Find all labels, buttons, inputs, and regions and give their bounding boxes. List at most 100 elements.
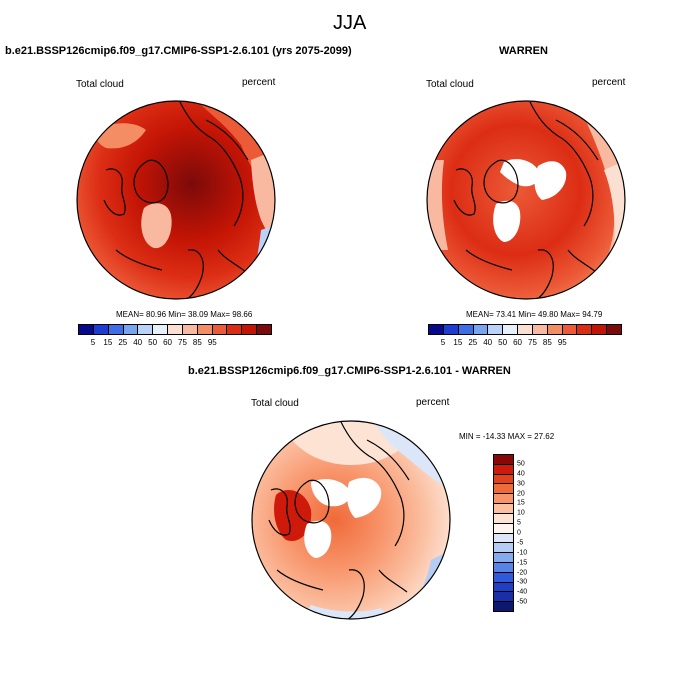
colorbar-swatch — [494, 484, 513, 495]
colorbar-swatch — [494, 455, 513, 465]
colorbar-tick-label: 95 — [557, 338, 567, 347]
colorbar-swatch — [494, 513, 513, 524]
colorbar-tick-label: 85 — [192, 338, 202, 347]
colorbar-tick-label: -10 — [517, 549, 528, 557]
panel1-colorbar — [78, 324, 272, 335]
panel2-missing-data-greenland — [493, 200, 521, 242]
colorbar-swatch — [577, 325, 593, 334]
colorbar-swatch — [547, 325, 563, 334]
panel2-polar-map — [426, 100, 626, 300]
colorbar-swatch — [592, 325, 608, 334]
colorbar-swatch — [494, 553, 513, 563]
panel1-units-label: percent — [242, 77, 276, 88]
colorbar-swatch — [108, 325, 124, 334]
panel3-units-label: percent — [416, 397, 450, 408]
panel3-polar-map — [251, 420, 451, 620]
colorbar-tick-label: 40 — [133, 338, 143, 347]
colorbar-tick-label: 95 — [207, 338, 217, 347]
colorbar-tick-label: 60 — [163, 338, 172, 347]
colorbar-tick-label: 30 — [517, 480, 525, 488]
colorbar-swatch — [473, 325, 489, 334]
panel1-map-border — [76, 100, 276, 300]
colorbar-tick-label: 20 — [517, 490, 525, 497]
panel3-variable-label: Total cloud — [251, 398, 299, 409]
panel1-field-nw-patch — [95, 123, 146, 149]
colorbar-swatch — [494, 474, 513, 485]
colorbar-tick-label: -15 — [517, 559, 528, 567]
panel2-title: WARREN — [499, 45, 548, 57]
colorbar-swatch — [494, 523, 513, 534]
colorbar-swatch — [607, 325, 621, 334]
panel2-stats: MEAN= 73.41 Min= 49.80 Max= 94.79 — [466, 310, 603, 319]
panel1-colorbar-labels: 5 15 25 40 50 60 75 85 95 — [78, 338, 272, 348]
colorbar-swatch — [562, 325, 578, 334]
colorbar-tick-label: 15 — [517, 499, 525, 507]
colorbar-tick-label: 85 — [542, 338, 552, 347]
colorbar-tick-label: 40 — [483, 338, 493, 347]
colorbar-tick-label: 50 — [517, 460, 525, 468]
colorbar-swatch — [168, 325, 183, 334]
panel1-title: b.e21.BSSP126cmip6.f09_g17.CMIP6-SSP1-2.… — [5, 45, 352, 57]
panel2-colorbar — [428, 324, 622, 335]
panel3-stats: MIN = -14.33 MAX = 27.62 — [459, 432, 555, 441]
colorbar-tick-label: -5 — [517, 539, 524, 547]
colorbar-swatch — [212, 325, 228, 334]
panel3-missing-data-ne — [347, 477, 382, 518]
panel3-title: b.e21.BSSP126cmip6.f09_g17.CMIP6-SSP1-2.… — [188, 365, 511, 377]
panel3-field-west-strong — [274, 490, 312, 541]
colorbar-tick-label: 25 — [468, 338, 478, 347]
colorbar-swatch — [153, 325, 169, 334]
panel1-stats: MEAN= 80.96 Min= 38.09 Max= 98.66 — [116, 310, 253, 319]
colorbar-swatch — [494, 562, 513, 573]
colorbar-swatch — [443, 325, 459, 334]
colorbar-swatch — [242, 325, 258, 334]
panel3-map-border — [251, 420, 451, 620]
colorbar-tick-label: -30 — [517, 578, 528, 586]
panel1-field-pale-patch — [141, 203, 172, 249]
colorbar-swatch — [503, 325, 519, 334]
panel3-missing-data-n — [311, 479, 350, 507]
colorbar-tick-label: 0 — [517, 529, 521, 537]
colorbar-swatch — [494, 572, 513, 583]
colorbar-tick-label: -40 — [517, 588, 528, 596]
colorbar-tick-label: 5 — [440, 338, 446, 347]
colorbar-tick-label: 25 — [118, 338, 128, 347]
colorbar-swatch — [488, 325, 504, 334]
panel3-coastlines — [268, 421, 410, 619]
panel1-variable-label: Total cloud — [76, 79, 124, 90]
panel2-units-label: percent — [592, 77, 626, 88]
colorbar-swatch — [494, 543, 513, 554]
colorbar-swatch — [197, 325, 213, 334]
panel1-field-edge-pale — [251, 150, 275, 250]
colorbar-tick-label: 15 — [453, 338, 463, 347]
colorbar-tick-label: 15 — [103, 338, 113, 347]
colorbar-tick-label: 75 — [178, 338, 187, 347]
colorbar-swatch — [494, 592, 513, 603]
colorbar-tick-label: 60 — [513, 338, 522, 347]
colorbar-swatch — [494, 582, 513, 593]
panel2-missing-data-n — [500, 159, 540, 187]
colorbar-swatch — [93, 325, 109, 334]
colorbar-swatch — [494, 464, 513, 475]
panel1-polar-map — [76, 100, 276, 300]
colorbar-swatch — [182, 325, 198, 334]
colorbar-swatch — [79, 325, 94, 334]
panel3-missing-data-greenland — [304, 520, 332, 558]
colorbar-swatch — [494, 602, 513, 611]
panel2-coastlines — [453, 101, 599, 299]
colorbar-tick-label: 5 — [90, 338, 96, 347]
colorbar-tick-label: -50 — [517, 598, 528, 606]
colorbar-swatch — [123, 325, 139, 334]
colorbar-swatch — [227, 325, 243, 334]
colorbar-swatch — [494, 504, 513, 514]
colorbar-swatch — [494, 533, 513, 544]
colorbar-swatch — [532, 325, 548, 334]
panel3-colorbar — [493, 454, 514, 612]
colorbar-swatch — [138, 325, 154, 334]
colorbar-swatch — [494, 494, 513, 505]
colorbar-tick-label: 50 — [498, 338, 508, 347]
colorbar-swatch — [518, 325, 533, 334]
panel2-variable-label: Total cloud — [426, 79, 474, 90]
panel2-map-border — [426, 100, 626, 300]
figure-title: JJA — [333, 12, 367, 34]
